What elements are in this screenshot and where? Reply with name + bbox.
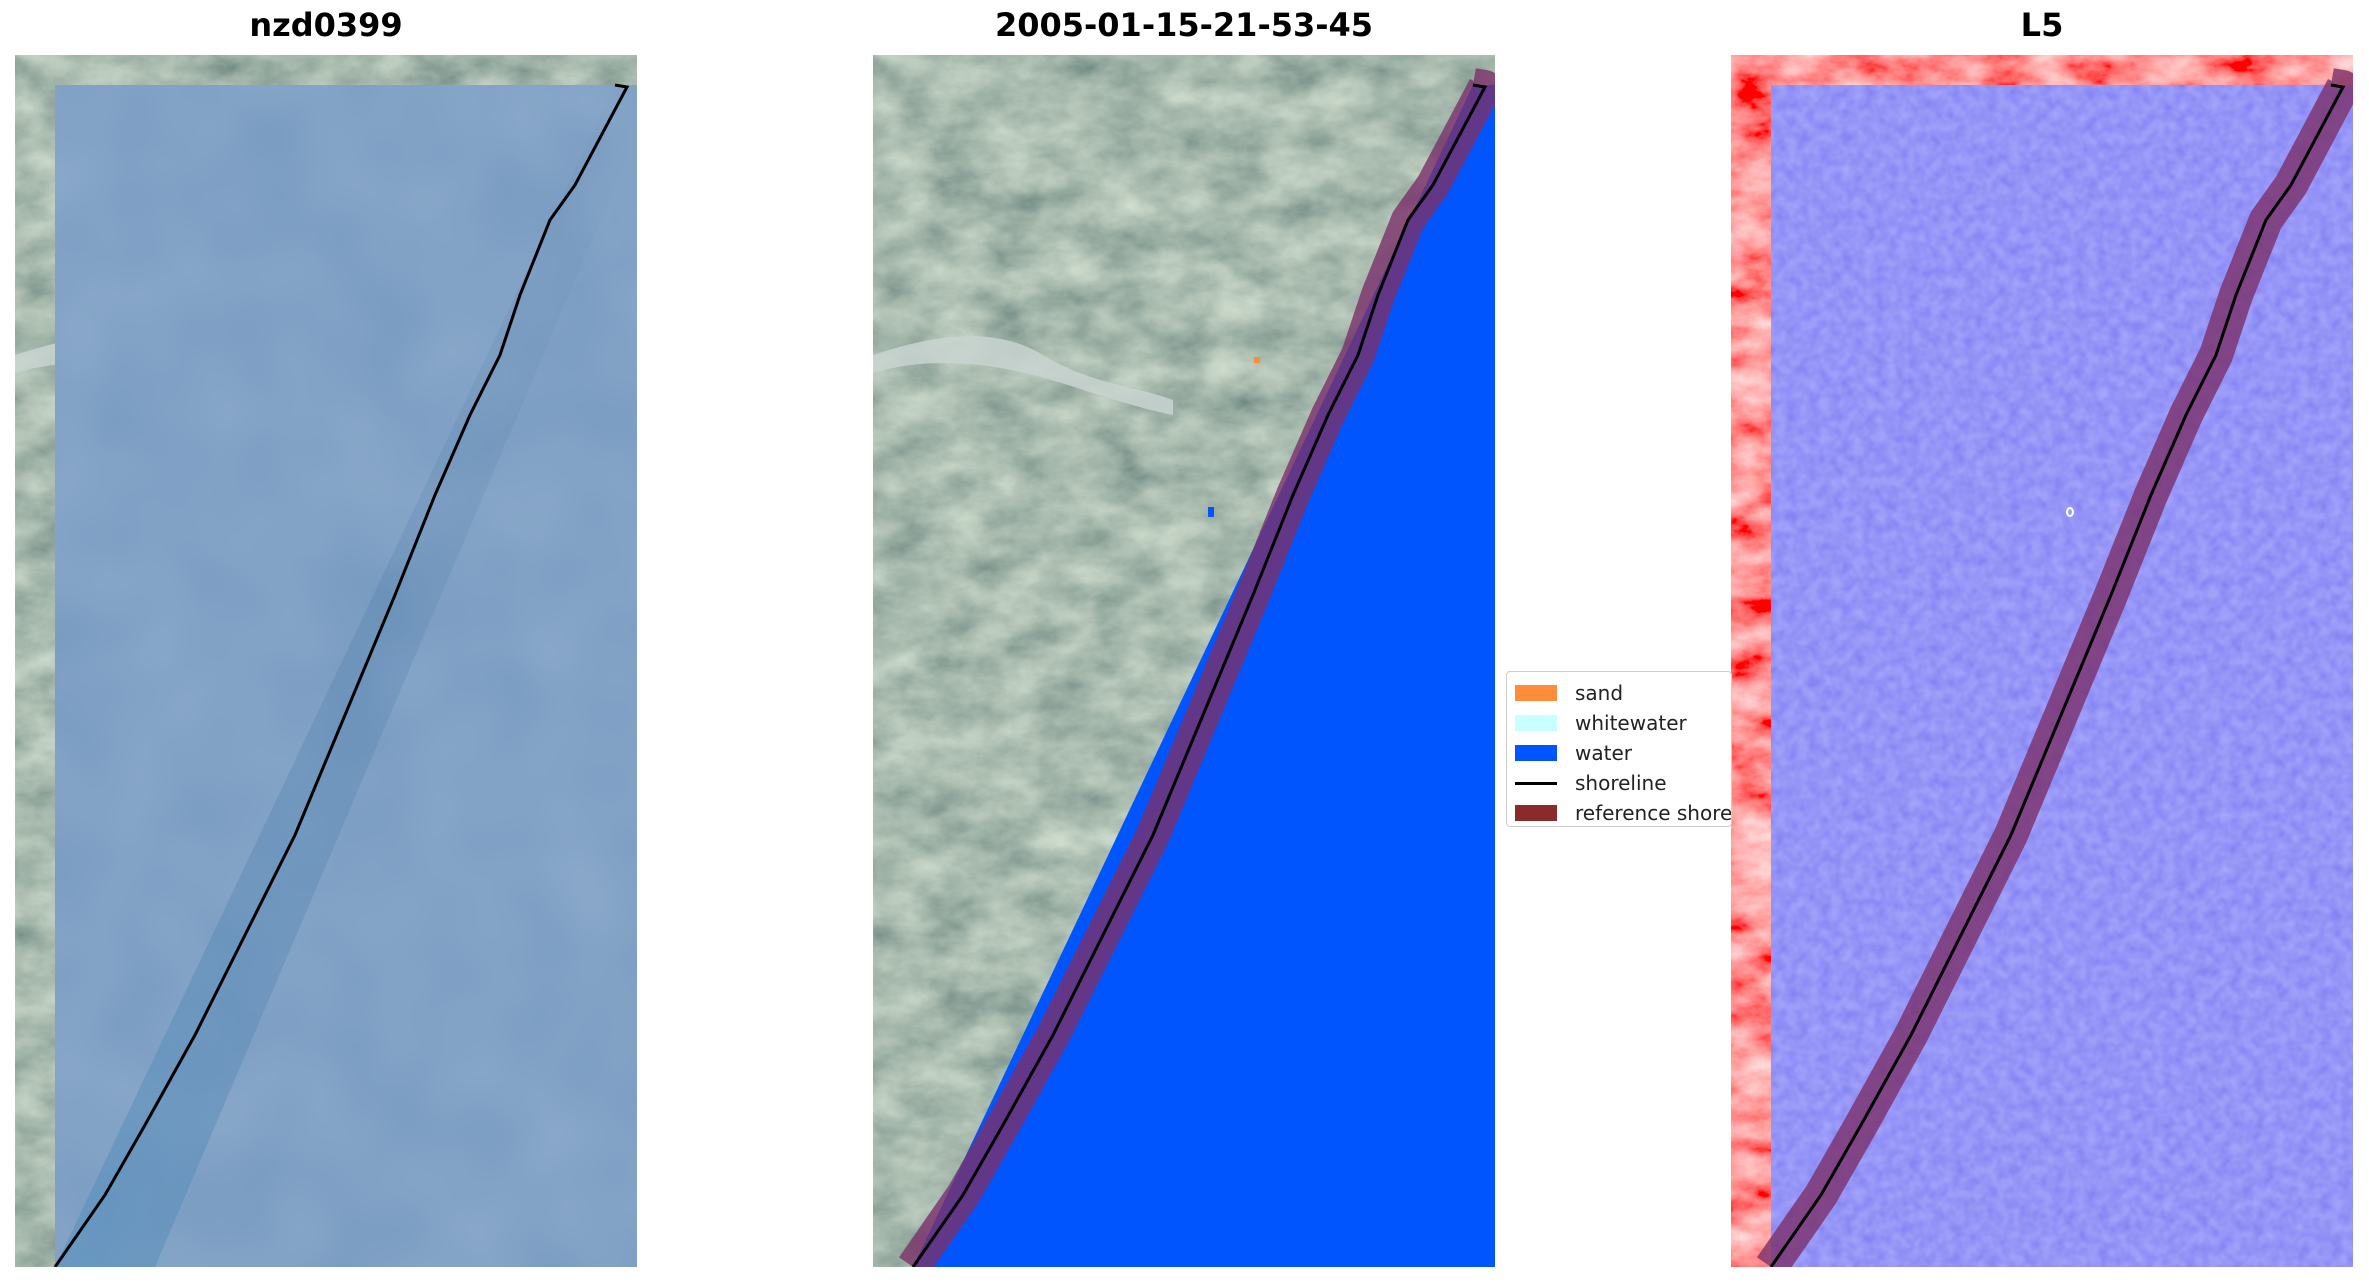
panel-title-index: L5 <box>2020 6 2064 44</box>
rgb-image-panel <box>15 55 637 1267</box>
small-sand-patch <box>1254 357 1260 363</box>
panel-title-rgb: nzd0399 <box>249 6 403 44</box>
legend-label: shoreline <box>1575 771 1667 795</box>
legend-item-whitewater: whitewater <box>1507 708 1731 738</box>
classified-image-panel <box>873 55 1495 1267</box>
river-valley <box>873 336 1173 415</box>
nearshore-shelf <box>55 85 637 1267</box>
detected-shoreline <box>53 83 630 1267</box>
legend-line-shoreline <box>1515 781 1557 785</box>
legend-swatch-reference-shoreline <box>1515 805 1557 821</box>
legend-label: sand <box>1575 681 1624 705</box>
legend-label: water <box>1575 741 1632 765</box>
detected-shoreline <box>1769 83 2346 1267</box>
legend-item-reference-shoreline: reference shoreline buffer <box>1507 798 1732 826</box>
legend-label: whitewater <box>1575 711 1687 735</box>
panel-title-classified: 2005-01-15-21-53-45 <box>994 6 1374 44</box>
small-water-patch <box>1208 507 1214 517</box>
legend-label: reference shoreline buffer <box>1575 801 1732 825</box>
detected-shoreline <box>911 83 1488 1267</box>
legend-item-sand: sand <box>1507 678 1731 708</box>
classified-image <box>873 55 1495 1267</box>
legend-swatch-sand <box>1515 685 1557 701</box>
river-valley <box>15 336 315 415</box>
rgb-satellite-image <box>15 55 637 1267</box>
legend-item-water: water <box>1507 738 1731 768</box>
legend-item-shoreline: shoreline <box>1507 768 1731 798</box>
legend: sand whitewater water shoreline referenc… <box>1506 671 1732 827</box>
small-water-patch <box>2066 507 2074 517</box>
index-image <box>1731 55 2353 1267</box>
legend-swatch-water <box>1515 745 1557 761</box>
legend-swatch-whitewater <box>1515 715 1557 731</box>
index-image-panel <box>1731 55 2353 1267</box>
